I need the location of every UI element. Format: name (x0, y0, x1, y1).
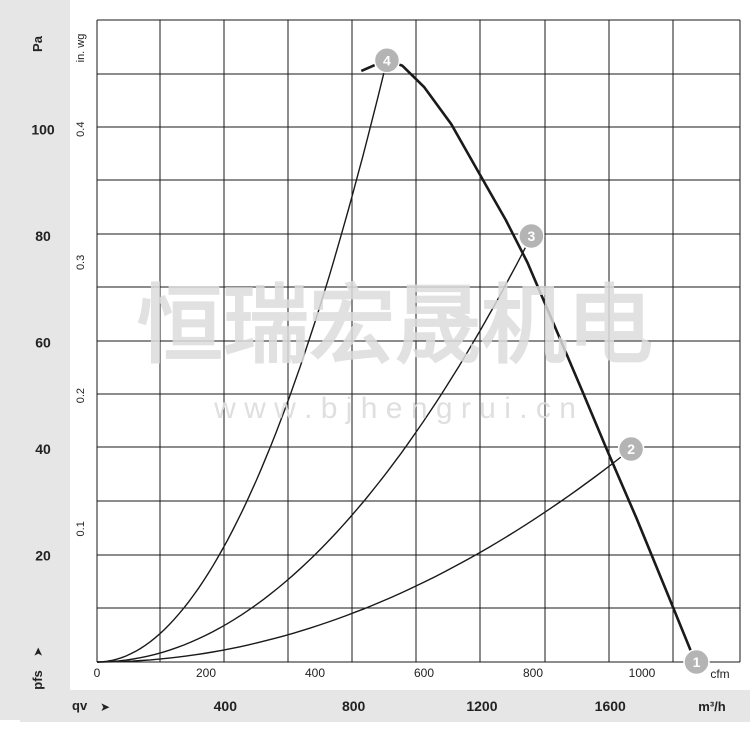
operating-point-label: 4 (383, 52, 391, 68)
x-primary-tick-label: 200 (196, 666, 216, 680)
x-primary-tick-label: 1000 (629, 666, 656, 680)
qv-symbol: qv (72, 698, 88, 713)
x-primary-tick-label: 400 (305, 666, 325, 680)
pfs-arrow-icon: ➤ (31, 647, 45, 657)
x-secondary-tick-label: 1200 (466, 698, 497, 714)
y-primary-tick-label: 60 (35, 335, 51, 351)
operating-point-marker-3 (518, 222, 545, 250)
y-primary-tick-label: 20 (35, 548, 51, 564)
y-secondary-tick-label: 0.4 (75, 122, 87, 137)
y-primary-tick-label: 100 (31, 122, 55, 138)
y-secondary-tick-label: 0.1 (75, 521, 87, 536)
left-axis-band (0, 0, 70, 720)
operating-point-label: 3 (527, 228, 535, 244)
x-secondary-tick-label: 1600 (595, 698, 626, 714)
system-curve-3 (96, 235, 533, 663)
system-curve-4 (96, 60, 388, 663)
pfs-symbol: pfs (30, 670, 45, 690)
system-curve-2 (96, 448, 632, 663)
y-secondary-tick-label: 0.3 (75, 255, 87, 270)
operating-point-label: 2 (627, 441, 635, 457)
x-primary-tick-label: 800 (523, 666, 543, 680)
bottom-axis-band (20, 690, 750, 722)
operating-point-marker-2 (617, 435, 645, 463)
watermark-name: 恒瑞宏晟机电 (137, 278, 653, 374)
y-secondary-unit-label: in. wg (75, 34, 87, 63)
x-secondary-unit-label: m³/h (698, 699, 726, 714)
operating-point-marker-1 (683, 648, 710, 676)
y-primary-tick-label: 40 (35, 441, 51, 457)
y-secondary-tick-label: 0.2 (75, 388, 87, 403)
y-primary-unit-label: Pa (30, 35, 45, 52)
operating-point-label: 1 (693, 654, 701, 670)
x-primary-unit-label: cfm (710, 667, 729, 681)
y-primary-tick-label: 80 (35, 228, 51, 244)
x-secondary-tick-label: 400 (214, 698, 238, 714)
x-primary-tick-label: 0 (94, 666, 101, 680)
watermark-url: w w w . b j h e n g r u i . c n (213, 392, 576, 425)
operating-point-marker-4 (373, 47, 401, 74)
qv-arrow-icon: ➤ (100, 700, 110, 714)
x-primary-tick-label: 600 (414, 666, 434, 680)
fan-curve (360, 59, 693, 652)
x-secondary-tick-label: 800 (342, 698, 366, 714)
